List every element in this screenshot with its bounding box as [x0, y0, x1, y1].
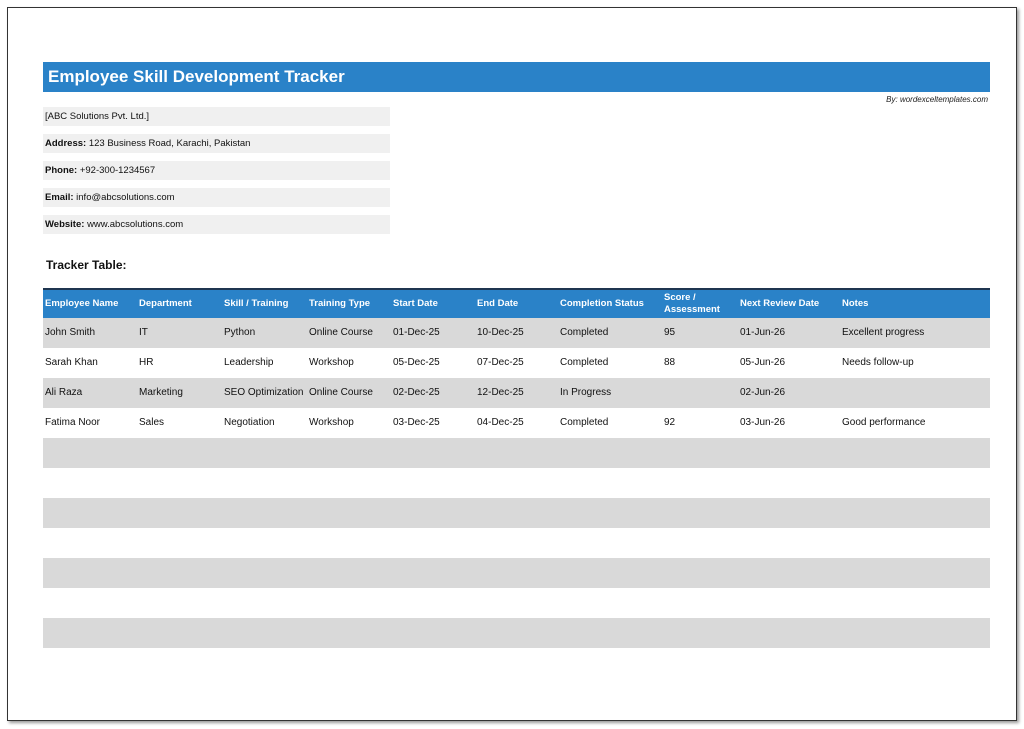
table-cell: Fatima Noor: [45, 417, 101, 428]
table-cell: 03-Jun-26: [740, 417, 786, 428]
table-row: [43, 558, 990, 588]
info-line: Website: www.abcsolutions.com: [43, 215, 390, 234]
info-label: Phone:: [45, 165, 78, 176]
table-cell: Online Course: [309, 327, 373, 338]
info-label: Website:: [45, 219, 85, 230]
table-cell: Completed: [560, 327, 609, 338]
title: Employee Skill Development Tracker: [43, 62, 990, 92]
header-cell: Training Type: [309, 298, 371, 310]
table-cell: Ali Raza: [45, 387, 83, 398]
table-row: [43, 588, 990, 618]
table-cell: 92: [664, 417, 676, 428]
info-line: Address: 123 Business Road, Karachi, Pak…: [43, 134, 390, 153]
header-cell: Completion Status: [560, 298, 644, 310]
table-row: [43, 498, 990, 528]
table-cell: SEO Optimization: [224, 387, 304, 398]
info-value: 123 Business Road, Karachi, Pakistan: [88, 138, 251, 149]
table-row: [43, 528, 990, 558]
table-cell: John Smith: [45, 327, 96, 338]
table-cell: Workshop: [309, 417, 354, 428]
table-cell: Leadership: [224, 357, 274, 368]
table-cell: 05-Dec-25: [393, 357, 440, 368]
header-cell: Skill / Training: [224, 298, 289, 310]
header-cell: Start Date: [393, 298, 438, 310]
header-cell: Next Review Date: [740, 298, 820, 310]
table-cell: Excellent progress: [842, 327, 925, 338]
table-cell: 04-Dec-25: [477, 417, 524, 428]
header-cell: End Date: [477, 298, 519, 310]
info-line: Phone: +92-300-1234567: [43, 161, 390, 180]
table-cell: Completed: [560, 357, 609, 368]
info-value: +92-300-1234567: [79, 165, 156, 176]
table-cell: In Progress: [560, 387, 612, 398]
info-label: Email:: [45, 192, 74, 203]
table-cell: 01-Jun-26: [740, 327, 786, 338]
table-cell: 88: [664, 357, 676, 368]
table-cell: Negotiation: [224, 417, 275, 428]
table-row: [43, 438, 990, 468]
header-cell: Notes: [842, 298, 869, 310]
table-cell: IT: [139, 327, 148, 338]
header-cell: Employee Name: [45, 298, 119, 310]
table-cell: Workshop: [309, 357, 354, 368]
table-cell: Marketing: [139, 387, 183, 398]
table-cell: Completed: [560, 417, 609, 428]
table-cell: Sales: [139, 417, 165, 428]
info-line: Email: info@abcsolutions.com: [43, 188, 390, 207]
info-value: info@abcsolutions.com: [76, 192, 175, 203]
table-row: [43, 468, 990, 498]
table-cell: 02-Jun-26: [740, 387, 786, 398]
table-cell: 05-Jun-26: [740, 357, 786, 368]
table-cell: Needs follow-up: [842, 357, 914, 368]
company-name: [ABC Solutions Pvt. Ltd.]: [43, 107, 390, 126]
table-cell: 02-Dec-25: [393, 387, 440, 398]
table-title: Tracker Table:: [46, 258, 127, 272]
table-header: Employee Name Department Skill / Training T…: [43, 288, 990, 318]
table-cell: 12-Dec-25: [477, 387, 524, 398]
table-cell: HR: [139, 357, 154, 368]
table-cell: Online Course: [309, 387, 373, 398]
table-cell: 01-Dec-25: [393, 327, 440, 338]
table-cell: Good performance: [842, 417, 926, 428]
header-cell: Department: [139, 298, 192, 310]
info-label: Address:: [45, 138, 87, 149]
byline: By: wordexceltemplates.com: [886, 95, 988, 104]
table-cell: 10-Dec-25: [477, 327, 524, 338]
table-row: Fatima Noor Sales Negotiation Workshop 03-De…: [43, 408, 990, 438]
table-cell: Python: [224, 327, 256, 338]
table-row: [43, 618, 990, 648]
table-cell: 95: [664, 327, 676, 338]
table-row: John Smith IT Python Online Course 01-Dec-25…: [43, 318, 990, 348]
table-row: Sarah Khan HR Leadership Workshop 05-Dec-25 0…: [43, 348, 990, 378]
table-cell: 03-Dec-25: [393, 417, 440, 428]
info-value: www.abcsolutions.com: [87, 219, 184, 230]
header-cell: Score / Assessment: [664, 292, 720, 315]
table-row: Ali Raza Marketing SEO Optimization Online …: [43, 378, 990, 408]
table-cell: 07-Dec-25: [477, 357, 524, 368]
table-cell: Sarah Khan: [45, 357, 98, 368]
